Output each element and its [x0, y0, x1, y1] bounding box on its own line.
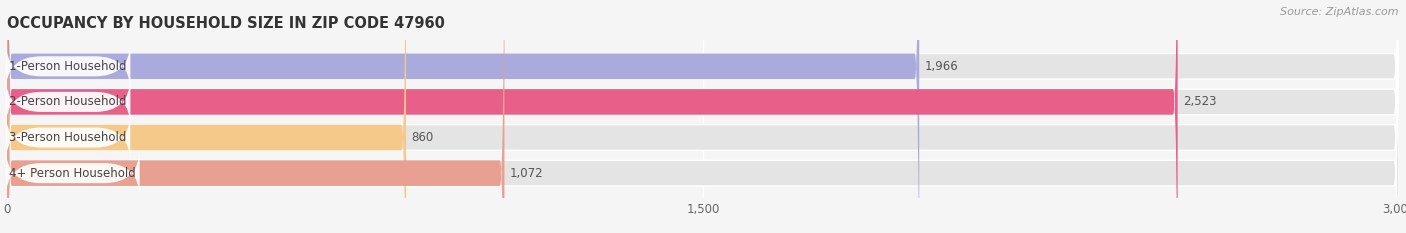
Text: 860: 860	[412, 131, 434, 144]
Text: 3-Person Household: 3-Person Household	[10, 131, 127, 144]
FancyBboxPatch shape	[7, 0, 1178, 233]
Text: Source: ZipAtlas.com: Source: ZipAtlas.com	[1281, 7, 1399, 17]
Text: 2,523: 2,523	[1184, 96, 1216, 108]
FancyBboxPatch shape	[7, 0, 505, 233]
Text: 1,072: 1,072	[510, 167, 544, 180]
Text: 4+ Person Household: 4+ Person Household	[10, 167, 136, 180]
FancyBboxPatch shape	[7, 0, 1399, 233]
FancyBboxPatch shape	[7, 0, 1399, 233]
FancyBboxPatch shape	[7, 0, 1399, 233]
FancyBboxPatch shape	[7, 0, 1399, 233]
FancyBboxPatch shape	[7, 0, 406, 233]
Text: 1,966: 1,966	[925, 60, 959, 73]
Text: OCCUPANCY BY HOUSEHOLD SIZE IN ZIP CODE 47960: OCCUPANCY BY HOUSEHOLD SIZE IN ZIP CODE …	[7, 17, 444, 31]
FancyBboxPatch shape	[7, 0, 920, 233]
Text: 2-Person Household: 2-Person Household	[10, 96, 127, 108]
Text: 1-Person Household: 1-Person Household	[10, 60, 127, 73]
